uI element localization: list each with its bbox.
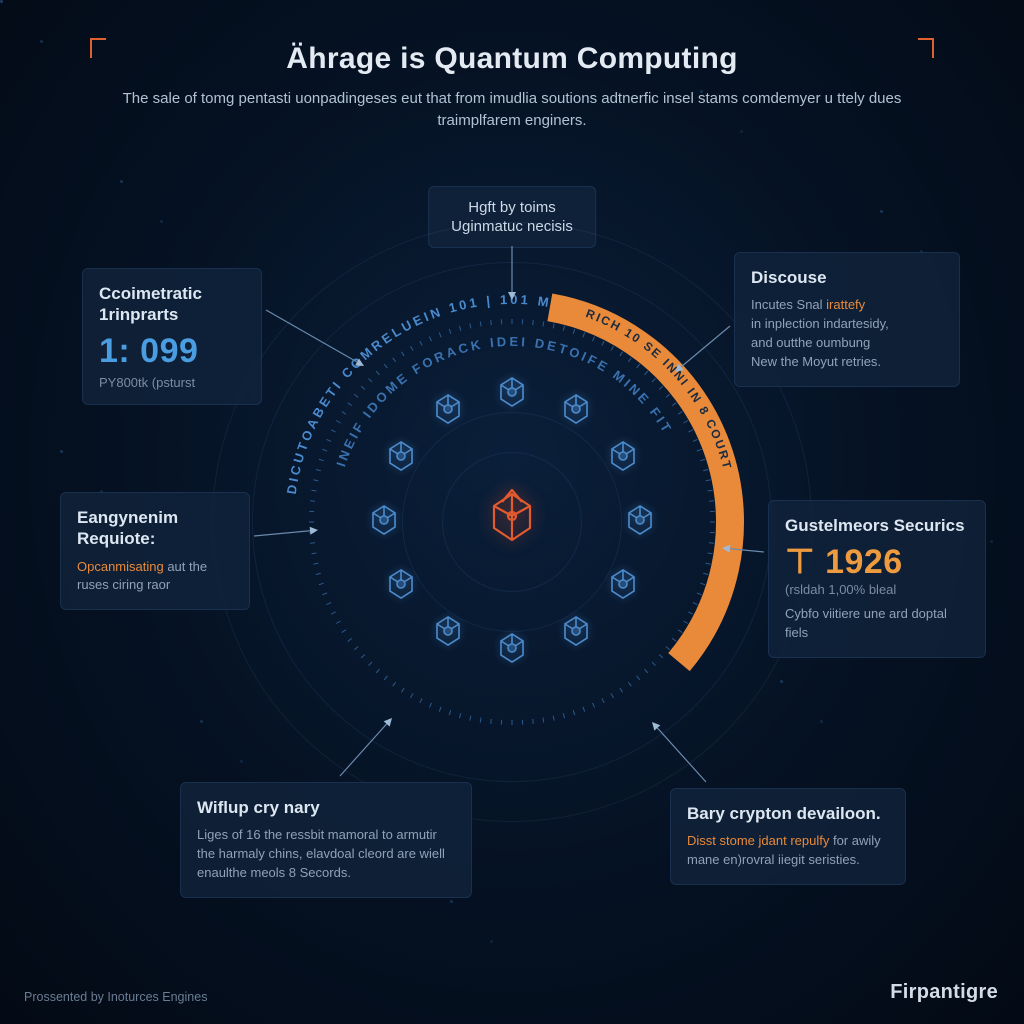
header: Ährage is Quantum Computing The sale of … (90, 42, 934, 132)
footer-credit: Prossented by Inoturces Engines (24, 990, 207, 1004)
quantum-node-icon (606, 567, 640, 605)
callout-mid-left: Eangynenim Requiote: Opcanmisating aut t… (60, 492, 250, 610)
callout-body: Incutes Snal irattefy in inplection inda… (751, 296, 943, 371)
stat-unit: PY800tk (psturst (99, 375, 245, 390)
callout-bot-left: Wiflup cry nary Liges of 16 the ressbit … (180, 782, 472, 898)
quantum-node-icon (384, 567, 418, 605)
callout-title: Eangynenim Requiote: (77, 507, 233, 550)
page-title: Ährage is Quantum Computing (90, 42, 934, 76)
stat-paren: (rsldah 1,00% bleal (785, 582, 969, 597)
quantum-node-icon (559, 392, 593, 430)
quantum-node-icon (384, 439, 418, 477)
quantum-node-icon (623, 503, 657, 541)
quantum-node-icon (495, 375, 529, 413)
top-callout-line1: Hgft by toims (451, 199, 573, 216)
title-bracket-right (918, 38, 934, 58)
quantum-node-icon (367, 503, 401, 541)
title-bracket-left (90, 38, 106, 58)
callout-title: Wiflup cry nary (197, 797, 455, 818)
center-emblem-icon (452, 462, 572, 582)
callout-title: Ccoimetratic 1rinprarts (99, 283, 245, 326)
quantum-node-icon (431, 392, 465, 430)
quantum-node-icon (431, 614, 465, 652)
page-subtitle: The sale of tomg pentasti uonpadingeses … (102, 88, 922, 132)
quantum-node-icon (559, 614, 593, 652)
quantum-node-icon (495, 631, 529, 669)
callout-top-right: Discouse Incutes Snal irattefy in inplec… (734, 252, 960, 387)
callout-body: Disst stome jdant repulfy for awily mane… (687, 832, 889, 870)
callout-top-left: Ccoimetratic 1rinprarts 1: 099 PY800tk (… (82, 268, 262, 405)
callout-mid-right: Gustelmeors Securics ⊤ 1926 (rsldah 1,00… (768, 500, 986, 658)
callout-title: Bary crypton devailoon. (687, 803, 889, 824)
callout-bot-right: Bary crypton devailoon. Disst stome jdan… (670, 788, 906, 885)
stat-value: 1: 099 (99, 332, 245, 371)
stat-value: ⊤ 1926 (785, 542, 969, 582)
callout-body: Cybfo viitiere une ard doptal fiels (785, 605, 969, 643)
callout-body: Opcanmisating aut the ruses ciring raor (77, 558, 233, 596)
callout-body: Liges of 16 the ressbit mamoral to armut… (197, 826, 455, 883)
callout-title: Discouse (751, 267, 943, 288)
quantum-node-icon (606, 439, 640, 477)
callout-title: Gustelmeors Securics (785, 515, 969, 536)
footer-brand: Firpantigre (890, 981, 998, 1004)
